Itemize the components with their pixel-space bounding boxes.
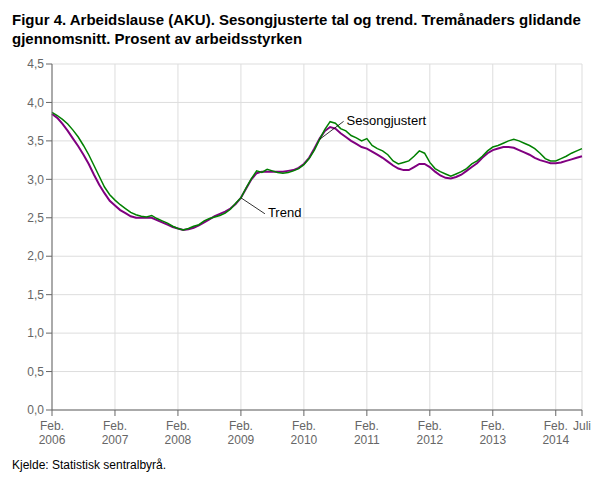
svg-text:2,0: 2,0 (27, 249, 44, 263)
svg-text:Feb.2007: Feb.2007 (102, 419, 129, 447)
svg-text:Feb.2010: Feb.2010 (291, 419, 318, 447)
svg-text:Feb.2011: Feb.2011 (354, 419, 380, 447)
svg-text:Sesongjustert: Sesongjustert (347, 113, 427, 128)
svg-text:Juli: Juli (573, 419, 591, 433)
svg-text:3,0: 3,0 (27, 173, 44, 187)
svg-text:4,5: 4,5 (27, 57, 44, 71)
svg-text:Feb.2009: Feb.2009 (228, 419, 255, 447)
svg-text:Feb.2008: Feb.2008 (165, 419, 192, 447)
svg-text:0,0: 0,0 (27, 403, 44, 417)
html-text:gjennomsnitt. Prosent av arbei: gjennomsnitt. Prosent av arbeidsstyrken (12, 30, 303, 47)
svg-text:Trend: Trend (268, 205, 301, 220)
svg-text:Feb.2006: Feb.2006 (39, 419, 66, 447)
html-text:Kjelde: Statistisk sentralbyrå: Kjelde: Statistisk sentralbyrå. (12, 458, 167, 472)
svg-text:Feb.2014: Feb.2014 (542, 419, 569, 447)
html-text:Figur 4. Arbeidslause (AKU). S: Figur 4. Arbeidslause (AKU). Sesongjuste… (12, 11, 581, 28)
svg-text:1,0: 1,0 (27, 326, 44, 340)
svg-text:Feb.2013: Feb.2013 (479, 419, 506, 447)
svg-text:0,5: 0,5 (27, 365, 44, 379)
svg-text:Feb.2012: Feb.2012 (416, 419, 443, 447)
svg-text:3,5: 3,5 (27, 134, 44, 148)
svg-text:4,0: 4,0 (27, 96, 44, 110)
svg-text:2,5: 2,5 (27, 211, 44, 225)
svg-text:1,5: 1,5 (27, 288, 44, 302)
